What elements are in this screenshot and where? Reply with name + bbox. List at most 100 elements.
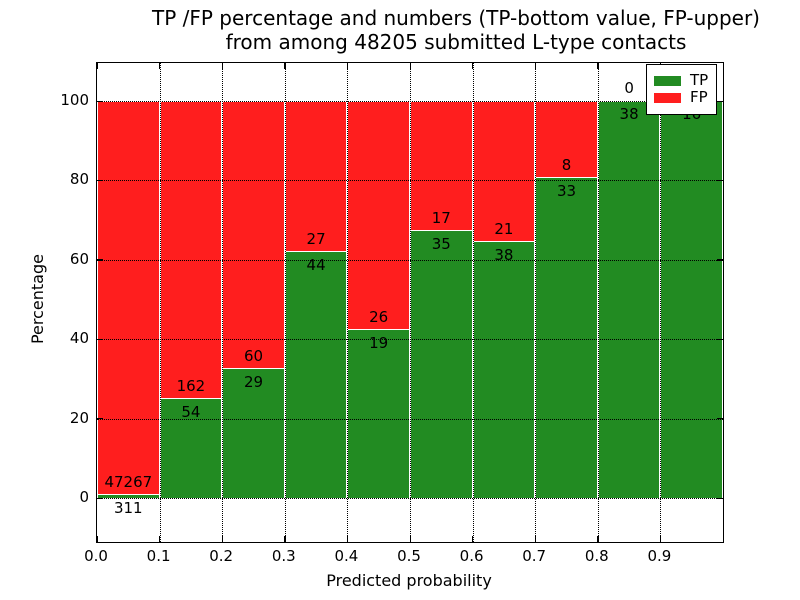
y-tick-label: 60 — [69, 249, 89, 268]
x-tick-label: 0.1 — [146, 547, 171, 565]
y-tick — [97, 418, 103, 420]
y-tick — [717, 497, 723, 499]
x-tick — [159, 63, 161, 69]
tp-count-label: 29 — [243, 372, 264, 391]
y-tick-label: 0 — [79, 488, 89, 506]
x-gridline — [284, 63, 286, 542]
tp-count-label: 44 — [306, 255, 326, 274]
x-tick-label: 0.6 — [459, 547, 484, 565]
y-tick-label: 80 — [69, 170, 89, 189]
bar-segment-fp — [97, 101, 160, 496]
fp-swatch-icon — [654, 92, 681, 103]
fp-count-label: 47267 — [104, 473, 153, 492]
x-tick-label: 0.8 — [584, 547, 609, 565]
legend: TP FP — [646, 64, 718, 115]
bar-segment-tp — [410, 230, 473, 498]
x-tick-label: 0.7 — [522, 547, 547, 565]
x-tick-label: 0.5 — [397, 547, 421, 565]
y-tick — [717, 259, 723, 261]
x-tick-label: 0.2 — [209, 547, 234, 565]
y-tick-label: 100 — [60, 91, 89, 109]
chart-title-line2: from among 48205 submitted L-type contac… — [225, 30, 687, 54]
y-tick — [97, 497, 103, 499]
bar-segment-fp — [410, 101, 473, 231]
bar-segment-tp — [472, 242, 536, 498]
x-axis-label: Predicted probability — [326, 571, 492, 590]
bar-segment-tp — [660, 101, 723, 498]
tp-count-label: 54 — [181, 402, 201, 421]
x-gridline — [222, 63, 224, 542]
x-tick — [472, 536, 474, 542]
x-tick — [96, 536, 98, 542]
legend-row-tp: TP — [654, 73, 708, 88]
bar-segment-fp — [222, 101, 285, 369]
x-gridline — [159, 63, 161, 542]
bar-segment-fp — [347, 101, 410, 331]
x-tick — [346, 63, 349, 69]
bar-segment-tp — [97, 495, 160, 498]
y-tick — [717, 179, 723, 182]
x-tick — [597, 536, 599, 542]
x-gridline — [410, 63, 411, 542]
x-tick — [346, 536, 349, 542]
bar-segment-tp — [347, 330, 410, 498]
bar-segment-tp — [597, 101, 661, 498]
y-tick — [97, 338, 103, 340]
x-gridline — [535, 63, 537, 542]
fp-count-label: 17 — [431, 208, 451, 227]
chart-title-line1: TP /FP percentage and numbers (TP-bottom… — [152, 6, 760, 30]
tp-count-label: 311 — [113, 499, 143, 518]
x-tick — [284, 536, 286, 542]
bar-segment-tp — [284, 251, 348, 498]
bar-segment-fp — [159, 101, 223, 399]
y-tick — [97, 259, 103, 261]
y-tick-label: 40 — [69, 329, 89, 348]
x-tick — [409, 536, 411, 542]
x-tick — [534, 63, 536, 69]
y-tick — [717, 338, 723, 340]
tp-swatch-icon — [654, 75, 681, 86]
x-tick-label: 0.4 — [334, 547, 359, 565]
x-tick — [534, 536, 536, 542]
x-tick — [159, 536, 161, 542]
fp-count-label: 26 — [369, 308, 389, 327]
x-gridline — [597, 63, 599, 542]
fp-count-label: 0 — [624, 79, 634, 97]
y-tick — [97, 179, 103, 182]
fp-count-label: 162 — [176, 376, 206, 395]
tp-count-label: 38 — [619, 105, 639, 123]
x-tick-label: 0.9 — [647, 547, 672, 565]
x-gridline — [660, 63, 662, 542]
legend-label-tp: TP — [690, 71, 709, 89]
x-gridline — [472, 63, 474, 542]
tp-count-label: 19 — [369, 334, 389, 353]
x-tick-label: 0.3 — [271, 547, 296, 565]
plot-area: 4726731116254602927442619173521388330380… — [96, 62, 724, 543]
y-tick — [717, 100, 723, 102]
x-tick — [221, 536, 223, 542]
bar-segment-fp — [535, 101, 598, 179]
legend-label-fp: FP — [690, 88, 708, 106]
x-gridline — [347, 63, 349, 542]
tp-count-label: 33 — [556, 182, 577, 201]
fp-count-label: 60 — [243, 346, 264, 365]
x-tick — [659, 536, 662, 542]
tp-count-label: 38 — [494, 246, 514, 265]
bar-segment-tp — [222, 368, 285, 498]
fp-count-label: 27 — [306, 229, 326, 248]
x-tick — [409, 63, 411, 69]
y-tick-label: 20 — [69, 408, 89, 427]
x-tick — [472, 63, 474, 69]
legend-row-fp: FP — [654, 90, 708, 105]
tp-count-label: 35 — [431, 234, 451, 253]
fp-count-label: 21 — [494, 220, 514, 239]
x-tick — [597, 63, 599, 69]
x-tick — [96, 63, 98, 69]
fp-count-label: 8 — [561, 156, 572, 175]
x-tick — [284, 63, 286, 69]
x-tick-label: 0.0 — [84, 547, 108, 565]
y-tick — [717, 418, 723, 420]
y-tick — [97, 100, 103, 102]
x-tick — [221, 63, 223, 69]
